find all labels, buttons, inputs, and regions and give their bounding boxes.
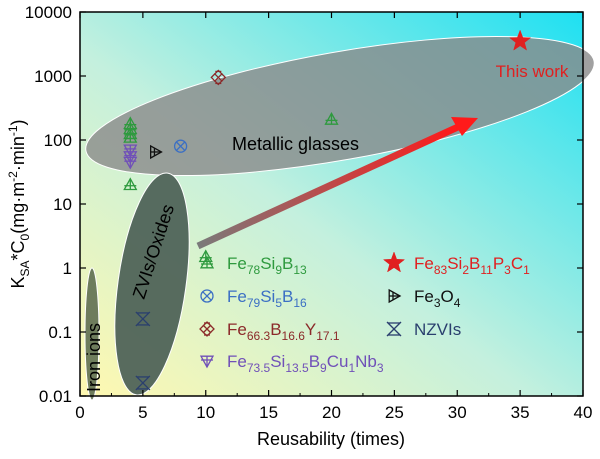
point-thiswork-0 [509,29,532,51]
y-tick-label: 0.01 [39,387,72,406]
legend-marker-finemet [199,355,215,369]
legend-marker-fe3o4 [388,288,402,304]
x-axis-title: Reusability (times) [257,429,405,449]
x-tick-label: 10 [196,403,215,422]
regions-layer [84,35,595,401]
point-fesib-3 [123,130,138,143]
zvis-oxides-region [114,172,190,396]
x-tick-label: 40 [574,403,593,422]
legend: Fe78Si9B13 Fe79Si5B16 Fe66.3B16.6Y17.1 Fe73… [199,251,530,375]
y-tick-label: 100 [44,131,72,150]
data-points-layer [123,29,532,391]
point-nzvi-1 [135,375,151,391]
point-nzvi-0 [135,311,151,327]
x-tick-label: 35 [511,403,530,422]
y-axis-title: KSA*C0(mg·m-2·min-1) [6,119,32,288]
legend-label-fesib: Fe78Si9B13 [227,254,307,277]
y-tick-label: 10000 [25,3,72,22]
region-label-metallic-glasses: Metallic glasses [232,134,359,154]
region-label-iron-ions: Iron ions [84,323,104,392]
legend-label-fe3o4: Fe3O4 [414,287,461,310]
y-tick-label: 1000 [34,67,72,86]
legend-marker-thiswork [382,251,406,273]
iron-ions-region [84,267,100,401]
legend-marker-fesib2 [200,289,214,303]
legend-label-thiswork: Fe83Si2B11P3C1 [414,254,530,277]
legend-label-nzvi: NZVIs [414,320,461,339]
this-work-annotation: This work [496,62,569,81]
y-tick-label: 1 [63,259,72,278]
x-tick-label: 0 [75,403,84,422]
legend-marker-nzvi [386,321,402,337]
y-tick-label: 10 [53,195,72,214]
legend-marker-feby [199,321,215,337]
legend-label-finemet: Fe73.5Si13.5B9Cu1Nb3 [227,352,384,375]
point-finemet-2 [123,156,138,170]
x-tick-label: 20 [322,403,341,422]
point-fe3o4-0 [149,144,163,160]
x-tick-label: 15 [259,403,278,422]
point-fesib-4 [123,177,138,191]
point-fesib2-0 [173,139,188,153]
legend-label-feby: Fe66.3B16.6Y17.1 [227,320,340,343]
point-fesib-5 [324,112,339,125]
x-tick-label: 30 [448,403,467,422]
x-tick-label: 5 [138,403,147,422]
trend-arrow [196,117,478,250]
legend-marker-fesib [199,255,215,269]
x-tick-label: 25 [385,403,404,422]
y-axis: 0.01 0.1 1 10 100 1000 10000 [25,3,583,406]
point-feby-0 [210,69,227,86]
legend-label-fesib2: Fe79Si5B16 [227,287,307,310]
x-axis: 0 5 10 15 20 25 30 35 40 [75,12,592,422]
metallic-glasses-region [85,35,595,177]
y-tick-label: 0.1 [48,323,72,342]
